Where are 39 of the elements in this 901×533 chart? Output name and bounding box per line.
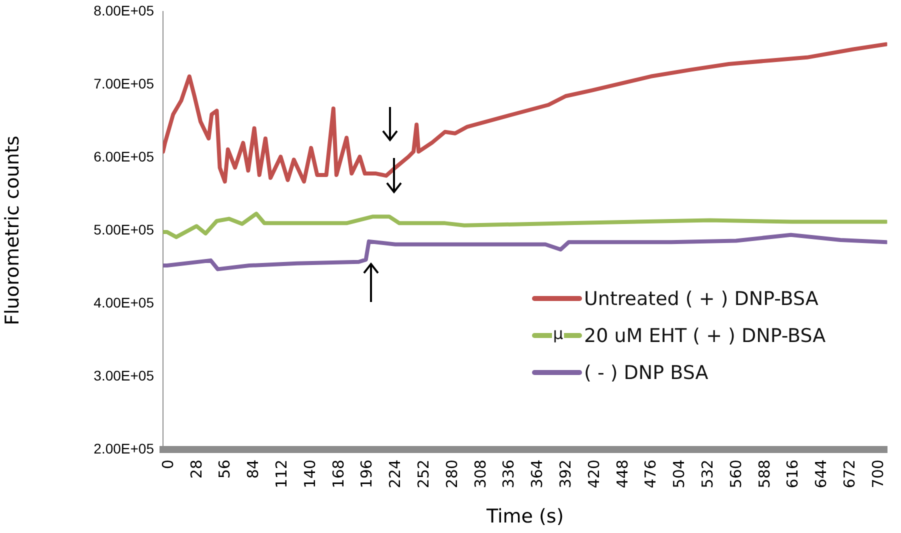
x-tick-label: 28 (187, 460, 206, 479)
legend-label: ( - ) DNP BSA (584, 362, 708, 384)
x-tick-label: 616 (784, 460, 802, 488)
x-tick-label: 560 (726, 460, 745, 488)
x-tick-label: 364 (528, 460, 546, 488)
x-tick-label: 56 (216, 460, 234, 479)
y-tick-label: 4.00E+05 (94, 294, 154, 310)
x-tick-label: 308 (471, 460, 490, 488)
x-tick-label: 420 (584, 460, 603, 488)
x-tick-label: 532 (698, 460, 716, 488)
y-tick-label: 2.00E+05 (94, 440, 154, 456)
x-tick-label: 448 (613, 460, 632, 488)
x-tick-label: 140 (300, 460, 319, 488)
y-tick-label: 5.00E+05 (94, 221, 154, 238)
x-tick-label: 168 (329, 460, 348, 488)
x-tick-label: 672 (840, 460, 858, 488)
x-tick-label: 392 (556, 460, 574, 488)
x-tick-label: 588 (755, 460, 774, 488)
x-tick-label: 504 (670, 460, 688, 488)
y-tick-label: 7.00E+05 (94, 75, 154, 92)
y-tick-label: 3.00E+05 (94, 367, 154, 384)
x-tick-label: 336 (500, 460, 518, 488)
x-tick-label: 224 (386, 460, 404, 488)
legend-label: Untreated ( + ) DNP-BSA (584, 288, 818, 310)
x-tick-label: 700 (868, 460, 887, 488)
x-tick-label: 280 (442, 460, 461, 488)
x-axis-title: Time (s) (485, 506, 564, 528)
y-tick-label: 8.00E+05 (94, 2, 154, 18)
x-tick-label: 112 (272, 460, 290, 488)
x-tick-label: 84 (244, 460, 262, 479)
y-tick-label: 6.00E+05 (94, 148, 154, 164)
x-tick-label: 196 (358, 460, 376, 488)
annotation: µ (552, 324, 564, 343)
y-axis-title: Fluorometric counts (1, 136, 24, 326)
x-tick-label: 644 (812, 460, 830, 488)
x-tick-label: 476 (642, 460, 660, 488)
x-tick-label: 252 (414, 460, 432, 488)
legend-label: 20 uM EHT ( + ) DNP-BSA (584, 324, 826, 346)
x-tick-label: 0 (158, 460, 177, 470)
